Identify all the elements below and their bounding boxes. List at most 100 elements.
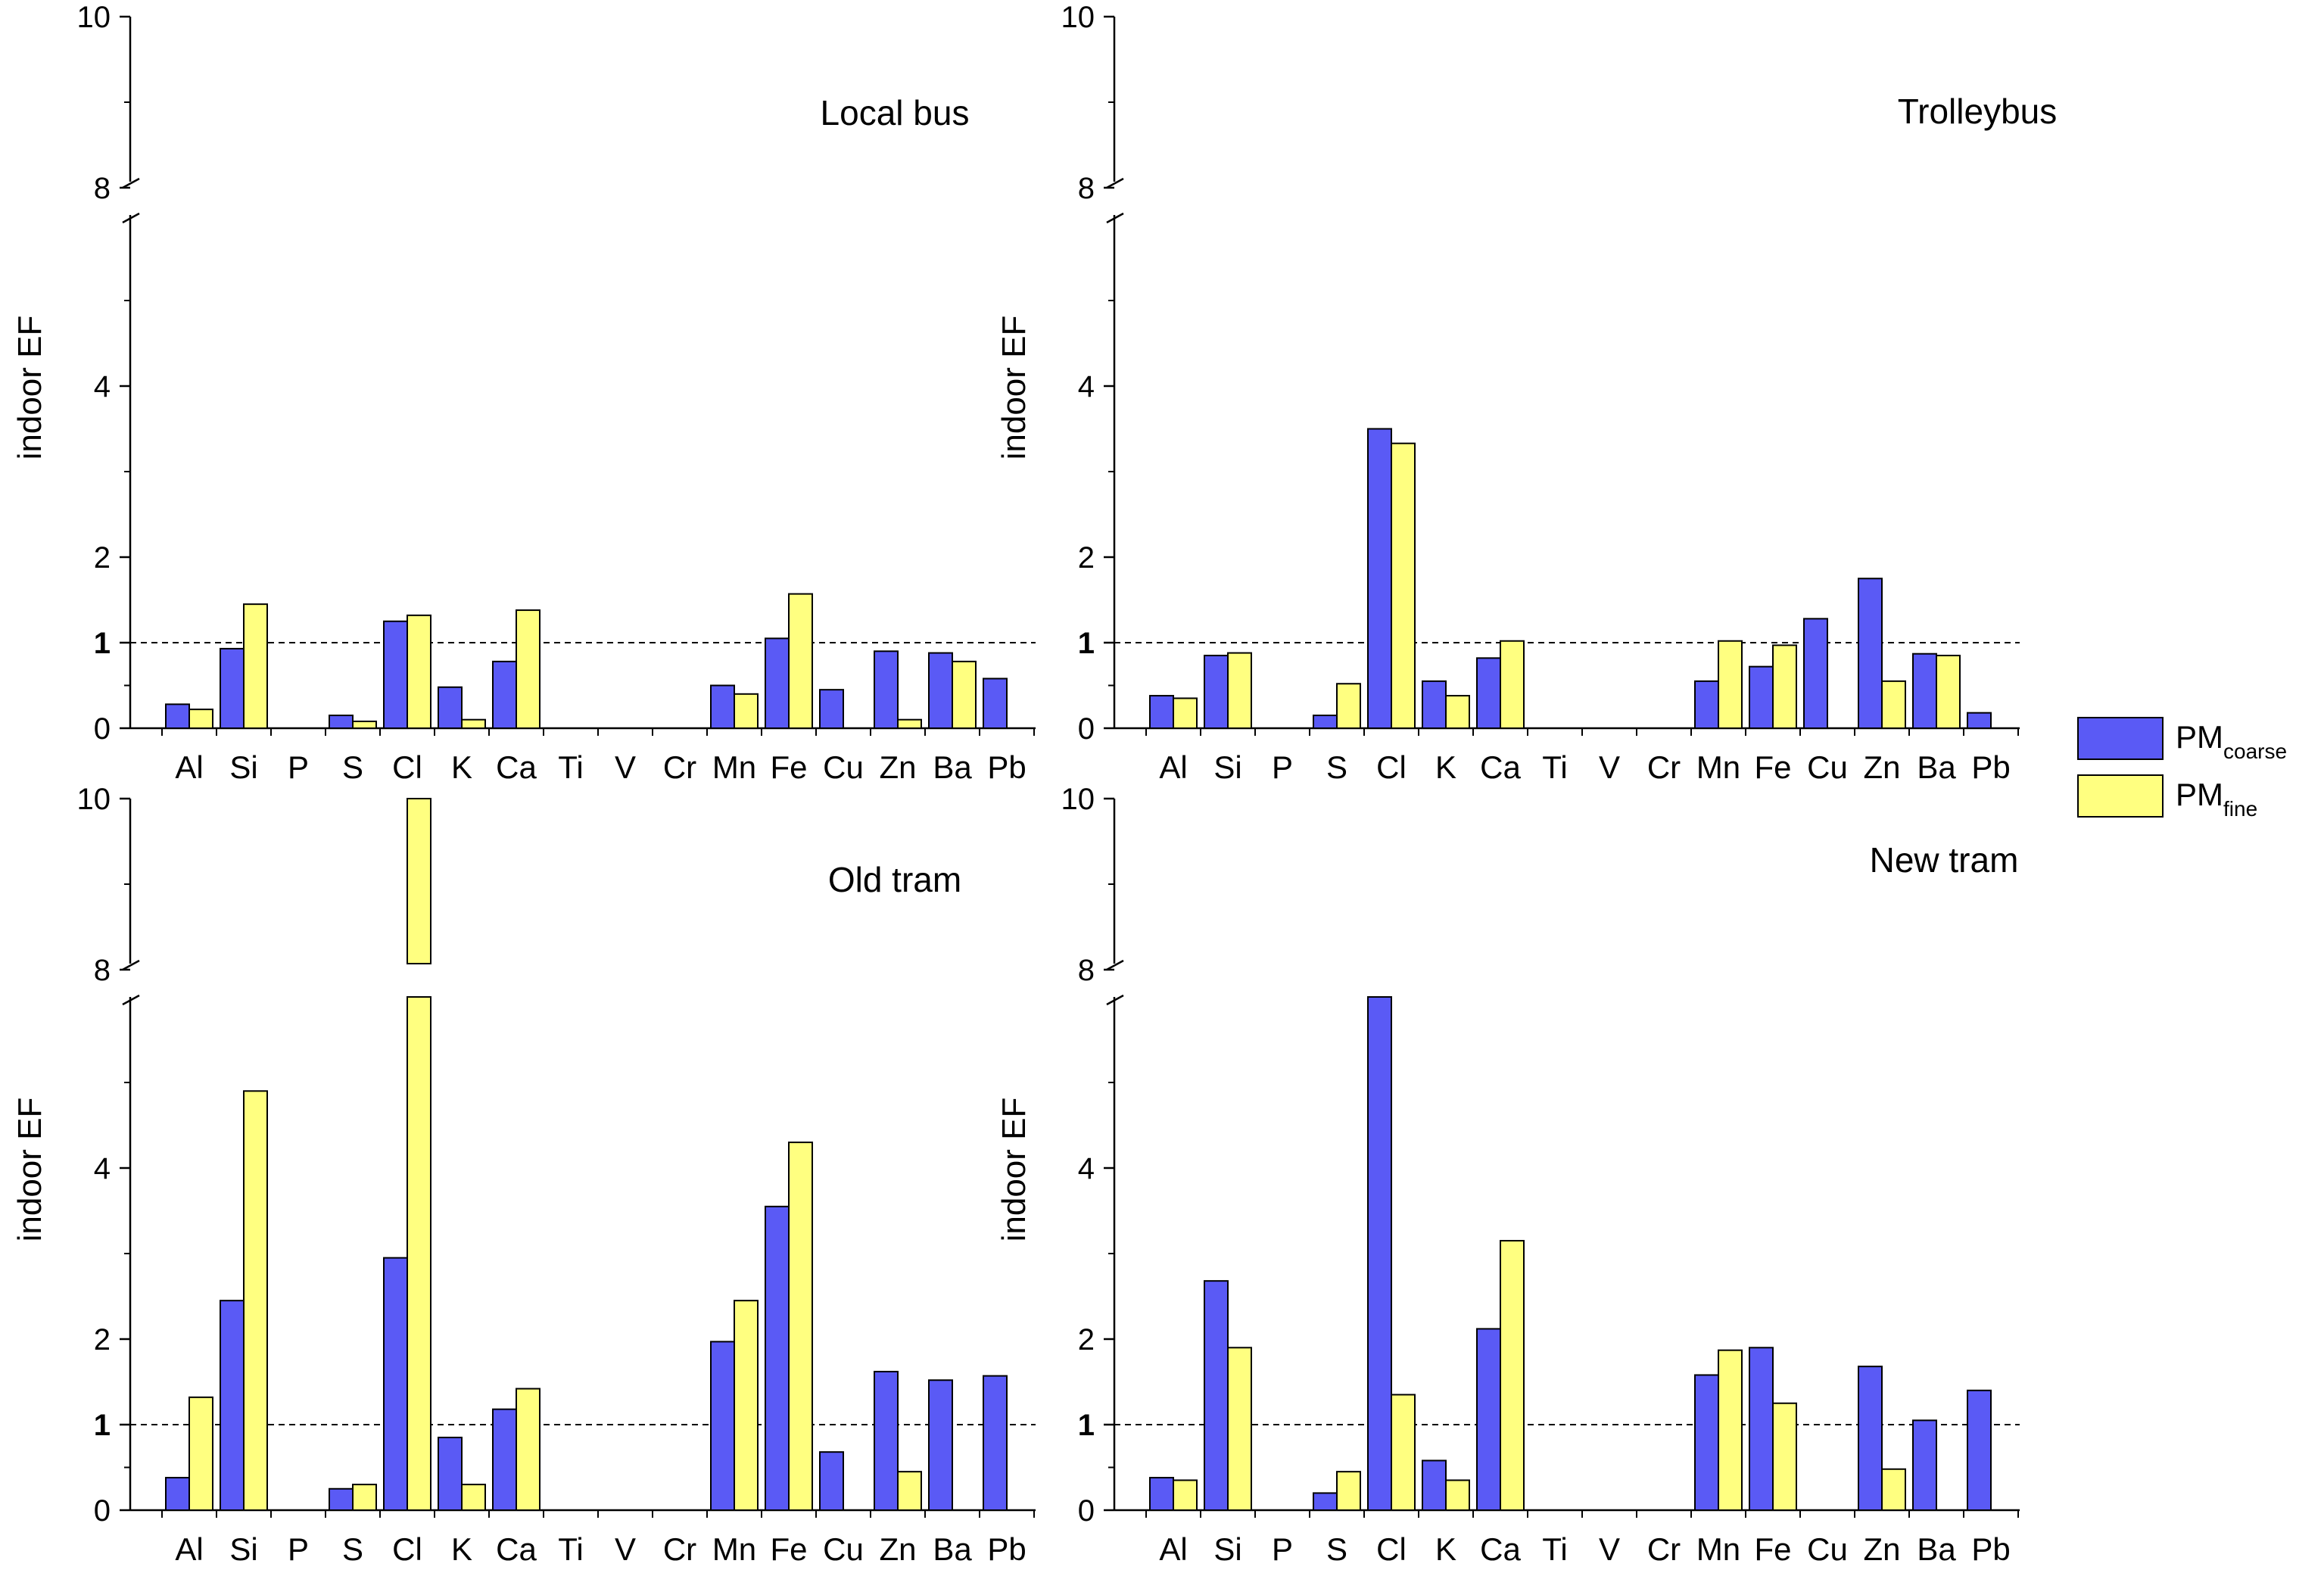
bar-coarse-s [329,715,354,729]
y-tick-label: 10 [77,1,111,34]
bar-coarse-ca [1476,1328,1501,1511]
category-label-mn: Mn [712,749,756,785]
bar-coarse-ba [928,1379,953,1511]
bar-coarse-si [1204,654,1229,730]
category-label-p: P [1272,1531,1293,1567]
category-label-p: P [1272,749,1293,785]
bar-coarse-k [1422,680,1447,729]
bar-fine-fe [788,1142,813,1511]
category-label-ba: Ba [933,1531,972,1567]
bar-fine-mn [1718,640,1743,729]
category-label-s: S [1326,749,1347,785]
bar-coarse-cu [819,689,844,730]
bar-coarse-fe [1749,1347,1774,1512]
bar-fine-zn [1881,1468,1906,1512]
category-label-al: Al [175,1531,203,1567]
category-label-cu: Cu [823,749,864,785]
bar-coarse-zn [1858,578,1883,729]
legend-swatch-fine [2077,774,2164,818]
bar-fine-s [352,1484,377,1511]
bar-coarse-ca [1476,657,1501,730]
category-label-mn: Mn [712,1531,756,1567]
bar-coarse-ba [1912,1419,1937,1511]
category-label-mn: Mn [1696,749,1740,785]
y-tick-label: 2 [1078,541,1095,575]
bar-coarse-si [1204,1280,1229,1512]
y-axis-title: indoor EF [995,1098,1033,1242]
y-axis-title: indoor EF [11,1098,48,1242]
bar-coarse-al [165,703,190,729]
category-label-cu: Cu [823,1531,864,1567]
bar-coarse-fe [765,1205,790,1511]
y-tick-label: 8 [94,954,111,987]
bar-coarse-ca [492,660,517,729]
category-label-pb: Pb [1971,749,2010,785]
category-label-s: S [342,749,363,785]
category-label-ba: Ba [933,749,972,785]
category-label-cl: Cl [1376,1531,1407,1567]
panel-title: Old tram [828,860,961,899]
axis-break-mark [122,177,140,224]
bar-coarse-ba [928,652,953,729]
category-label-k: K [1435,749,1456,785]
bar-coarse-cu [819,1451,844,1512]
bar-fine-mn [734,693,759,729]
y-tick-label: 10 [1061,1,1095,34]
bar-coarse-ca [492,1408,517,1512]
bar-fine-fe [1772,644,1797,730]
y-tick-label: 8 [1078,172,1095,205]
category-label-cr: Cr [663,1531,696,1567]
category-label-ca: Ca [1480,749,1521,785]
bar-fine-ba [952,660,977,729]
bar-coarse-al [1149,695,1174,729]
y-tick-label: 1 [94,1409,111,1442]
bar-coarse-pb [1967,1389,1992,1512]
bar-coarse-zn [874,650,899,729]
category-label-ca: Ca [496,1531,537,1567]
category-label-si: Si [229,749,257,785]
axis-break-mark [122,959,140,1006]
axis-break-mark [1106,177,1124,224]
category-label-v: V [615,749,636,785]
category-label-fe: Fe [1754,749,1791,785]
y-tick-label: 4 [1078,370,1095,403]
bar-fine-fe [1772,1402,1797,1511]
category-label-p: P [288,749,309,785]
category-label-s: S [342,1531,363,1567]
bar-fine-cl [407,614,431,730]
y-tick-label: 0 [1078,1494,1095,1528]
bar-coarse-k [438,686,463,730]
legend-swatch-coarse [2077,717,2164,760]
category-label-cr: Cr [1647,749,1681,785]
bar-fine-ca [516,609,541,729]
bar-coarse-k [438,1436,463,1511]
bar-fine-al [188,1396,213,1511]
bar-fine-s [1336,1471,1361,1512]
axis-break-mark [1106,959,1124,1006]
bar-coarse-fe [1749,665,1774,730]
category-label-fe: Fe [1754,1531,1791,1567]
category-label-al: Al [175,749,203,785]
panel-title: New tram [1870,840,2019,880]
category-label-mn: Mn [1696,1531,1740,1567]
category-label-pb: Pb [987,1531,1026,1567]
category-label-zn: Zn [1863,749,1900,785]
bar-fine-cl [1391,442,1416,730]
bar-coarse-zn [874,1370,899,1511]
category-label-al: Al [1159,1531,1187,1567]
category-label-k: K [451,1531,472,1567]
y-tick-label: 1 [1078,627,1095,660]
category-label-ti: Ti [558,1531,583,1567]
bar-coarse-si [220,647,245,729]
bar-fine-k [1445,1479,1470,1511]
bar-coarse-cu [1803,618,1828,729]
category-label-si: Si [1213,749,1241,785]
bar-fine-k [461,718,486,730]
category-label-cr: Cr [1647,1531,1681,1567]
category-label-cl: Cl [392,749,422,785]
panel-2: 0 1 2 4 8 10 indoor EF Old tram Al Si P S Cl K Ca Ti V Cr… [11,783,1036,1567]
bar-fine-cl [407,798,431,1511]
category-label-si: Si [1213,1531,1241,1567]
bar-fine-k [461,1484,486,1511]
